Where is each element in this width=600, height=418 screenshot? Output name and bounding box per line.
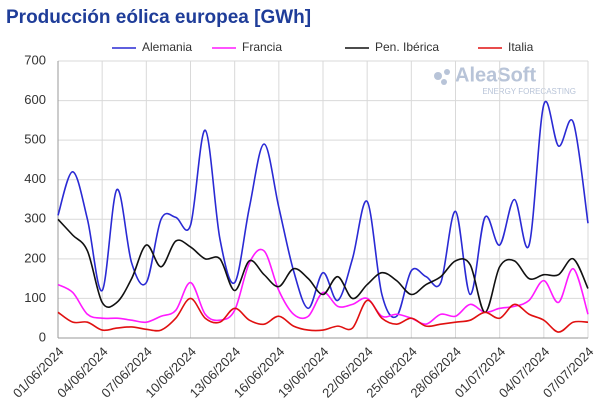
y-tick-label: 700 bbox=[24, 52, 46, 67]
legend-label: Alemania bbox=[142, 40, 192, 54]
legend-item: Francia bbox=[212, 40, 282, 54]
y-tick-label: 400 bbox=[24, 171, 46, 186]
legend-label: Italia bbox=[508, 40, 534, 54]
legend-label: Francia bbox=[242, 40, 282, 54]
series-line bbox=[57, 218, 589, 314]
y-tick-label: 100 bbox=[24, 290, 46, 305]
logo-dot bbox=[444, 69, 450, 75]
legend-label: Pen. Ibérica bbox=[375, 40, 439, 54]
series-line bbox=[57, 248, 589, 325]
legend-item: Alemania bbox=[112, 40, 192, 54]
logo: AleaSoft ENERGY FORECASTING bbox=[434, 64, 576, 96]
series-line bbox=[57, 297, 589, 333]
series-line bbox=[57, 100, 589, 319]
legend-item: Pen. Ibérica bbox=[345, 40, 439, 54]
logo-tagline: ENERGY FORECASTING bbox=[482, 87, 576, 96]
logo-name: AleaSoft bbox=[455, 64, 536, 86]
logo-dot bbox=[441, 79, 447, 85]
chart-title: Producción eólica europea [GWh] bbox=[6, 7, 311, 28]
y-tick-label: 200 bbox=[24, 250, 46, 265]
y-tick-label: 500 bbox=[24, 132, 46, 147]
legend-item: Italia bbox=[478, 40, 534, 54]
y-tick-label: 600 bbox=[24, 92, 46, 107]
y-tick-label: 300 bbox=[24, 211, 46, 226]
logo-dot bbox=[434, 72, 442, 80]
y-tick-label: 0 bbox=[39, 329, 46, 344]
